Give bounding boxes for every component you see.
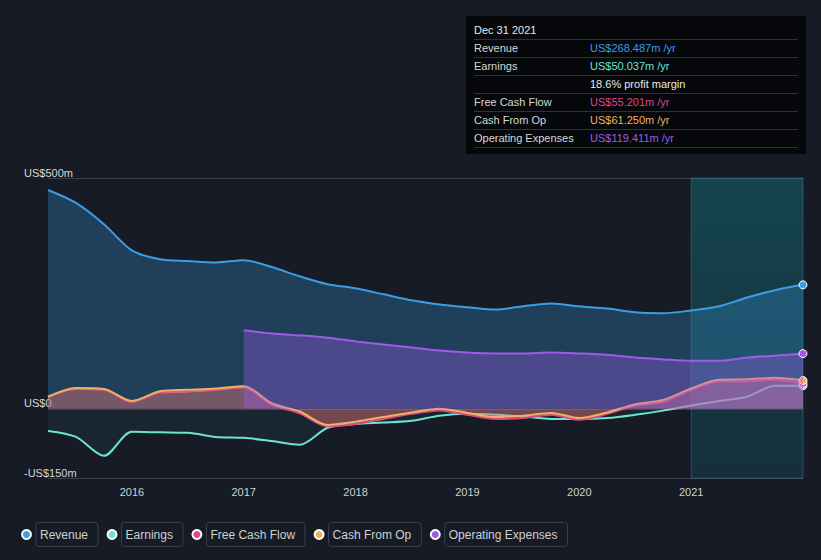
html-text:Free Cash Flow: Free Cash Flow [474,96,552,108]
html-text:18.6% profit margin: 18.6% profit margin [590,78,686,90]
svg-text:2016: 2016 [120,486,144,498]
svg-text:2017: 2017 [231,486,255,498]
svg-text:-US$150m: -US$150m [24,467,77,479]
svg-text:Revenue: Revenue [40,528,88,542]
svg-text:Cash From Op: Cash From Op [333,528,412,542]
html-text:Operating Expenses: Operating Expenses [474,132,574,144]
html-text:Revenue: Revenue [474,42,518,54]
svg-text:2018: 2018 [343,486,367,498]
svg-text:US$500m: US$500m [24,167,73,179]
html-text:US$268.487m /yr: US$268.487m /yr [590,42,676,54]
svg-text:Operating Expenses: Operating Expenses [449,528,558,542]
html-text:US$55.201m /yr: US$55.201m /yr [590,96,670,108]
svg-text:US$0: US$0 [24,397,52,409]
html-text:Cash From Op: Cash From Op [474,114,547,126]
html-text:Dec 31 2021: Dec 31 2021 [474,24,537,36]
html-text:US$119.411m /yr: US$119.411m /yr [590,132,674,144]
svg-text:2019: 2019 [455,486,479,498]
html-text:US$61.250m /yr: US$61.250m /yr [590,114,670,126]
html-text:US$50.037m /yr: US$50.037m /yr [590,60,670,72]
html-text:Earnings: Earnings [474,60,518,72]
svg-text:Free Cash Flow: Free Cash Flow [210,528,295,542]
svg-text:Earnings: Earnings [126,528,173,542]
svg-text:2021: 2021 [679,486,703,498]
svg-text:2020: 2020 [567,486,591,498]
